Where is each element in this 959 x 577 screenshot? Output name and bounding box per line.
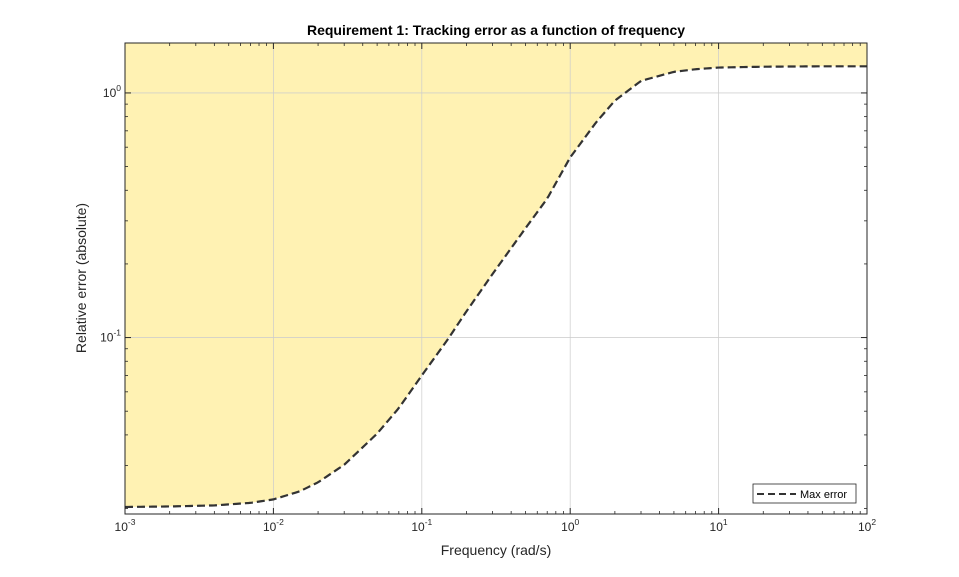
series-max-error-line (124, 65, 867, 509)
x-axis-label: Frequency (rad/s) (441, 542, 551, 558)
y-tick-label: 10-1 (100, 328, 121, 345)
x-tick-label: 10-1 (411, 517, 432, 534)
max-error-region (125, 43, 867, 507)
x-tick-label: 100 (561, 517, 579, 534)
x-tick-label: 101 (710, 517, 728, 534)
y-axis-label: Relative error (absolute) (73, 203, 89, 353)
legend-box (752, 483, 857, 504)
plot-area: 10-3 10-2 10-1 100 101 102 10-1 100 (100, 42, 876, 534)
x-tick-label: 10-2 (263, 517, 284, 534)
legend-entry-max-error: Max error (800, 489, 847, 501)
x-tick-label: 10-3 (115, 517, 136, 534)
y-tick-label: 100 (103, 83, 121, 100)
chart-title: Requirement 1: Tracking error as a funct… (307, 22, 685, 38)
axes-box (124, 42, 868, 515)
x-tick-label: 102 (858, 517, 876, 534)
legend[interactable]: Max error (752, 483, 857, 504)
